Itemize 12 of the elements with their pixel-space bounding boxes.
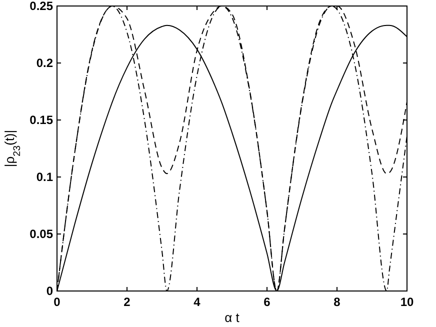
y-tick-label: 0.05 xyxy=(30,227,54,242)
y-tick-label: 0.2 xyxy=(36,56,54,70)
y-tick-label: 0.15 xyxy=(30,113,54,128)
x-axis-title: α t xyxy=(224,310,240,325)
x-tick-label: 2 xyxy=(124,295,131,309)
x-tick-label: 10 xyxy=(400,295,414,309)
y-tick-label: 0.25 xyxy=(30,0,54,14)
y-tick-label: 0 xyxy=(46,284,54,298)
y-tick-label: 0.1 xyxy=(36,170,54,184)
x-tick-label: 4 xyxy=(194,295,201,309)
x-tick-label: 8 xyxy=(334,295,341,309)
x-tick-label: 6 xyxy=(264,295,271,309)
